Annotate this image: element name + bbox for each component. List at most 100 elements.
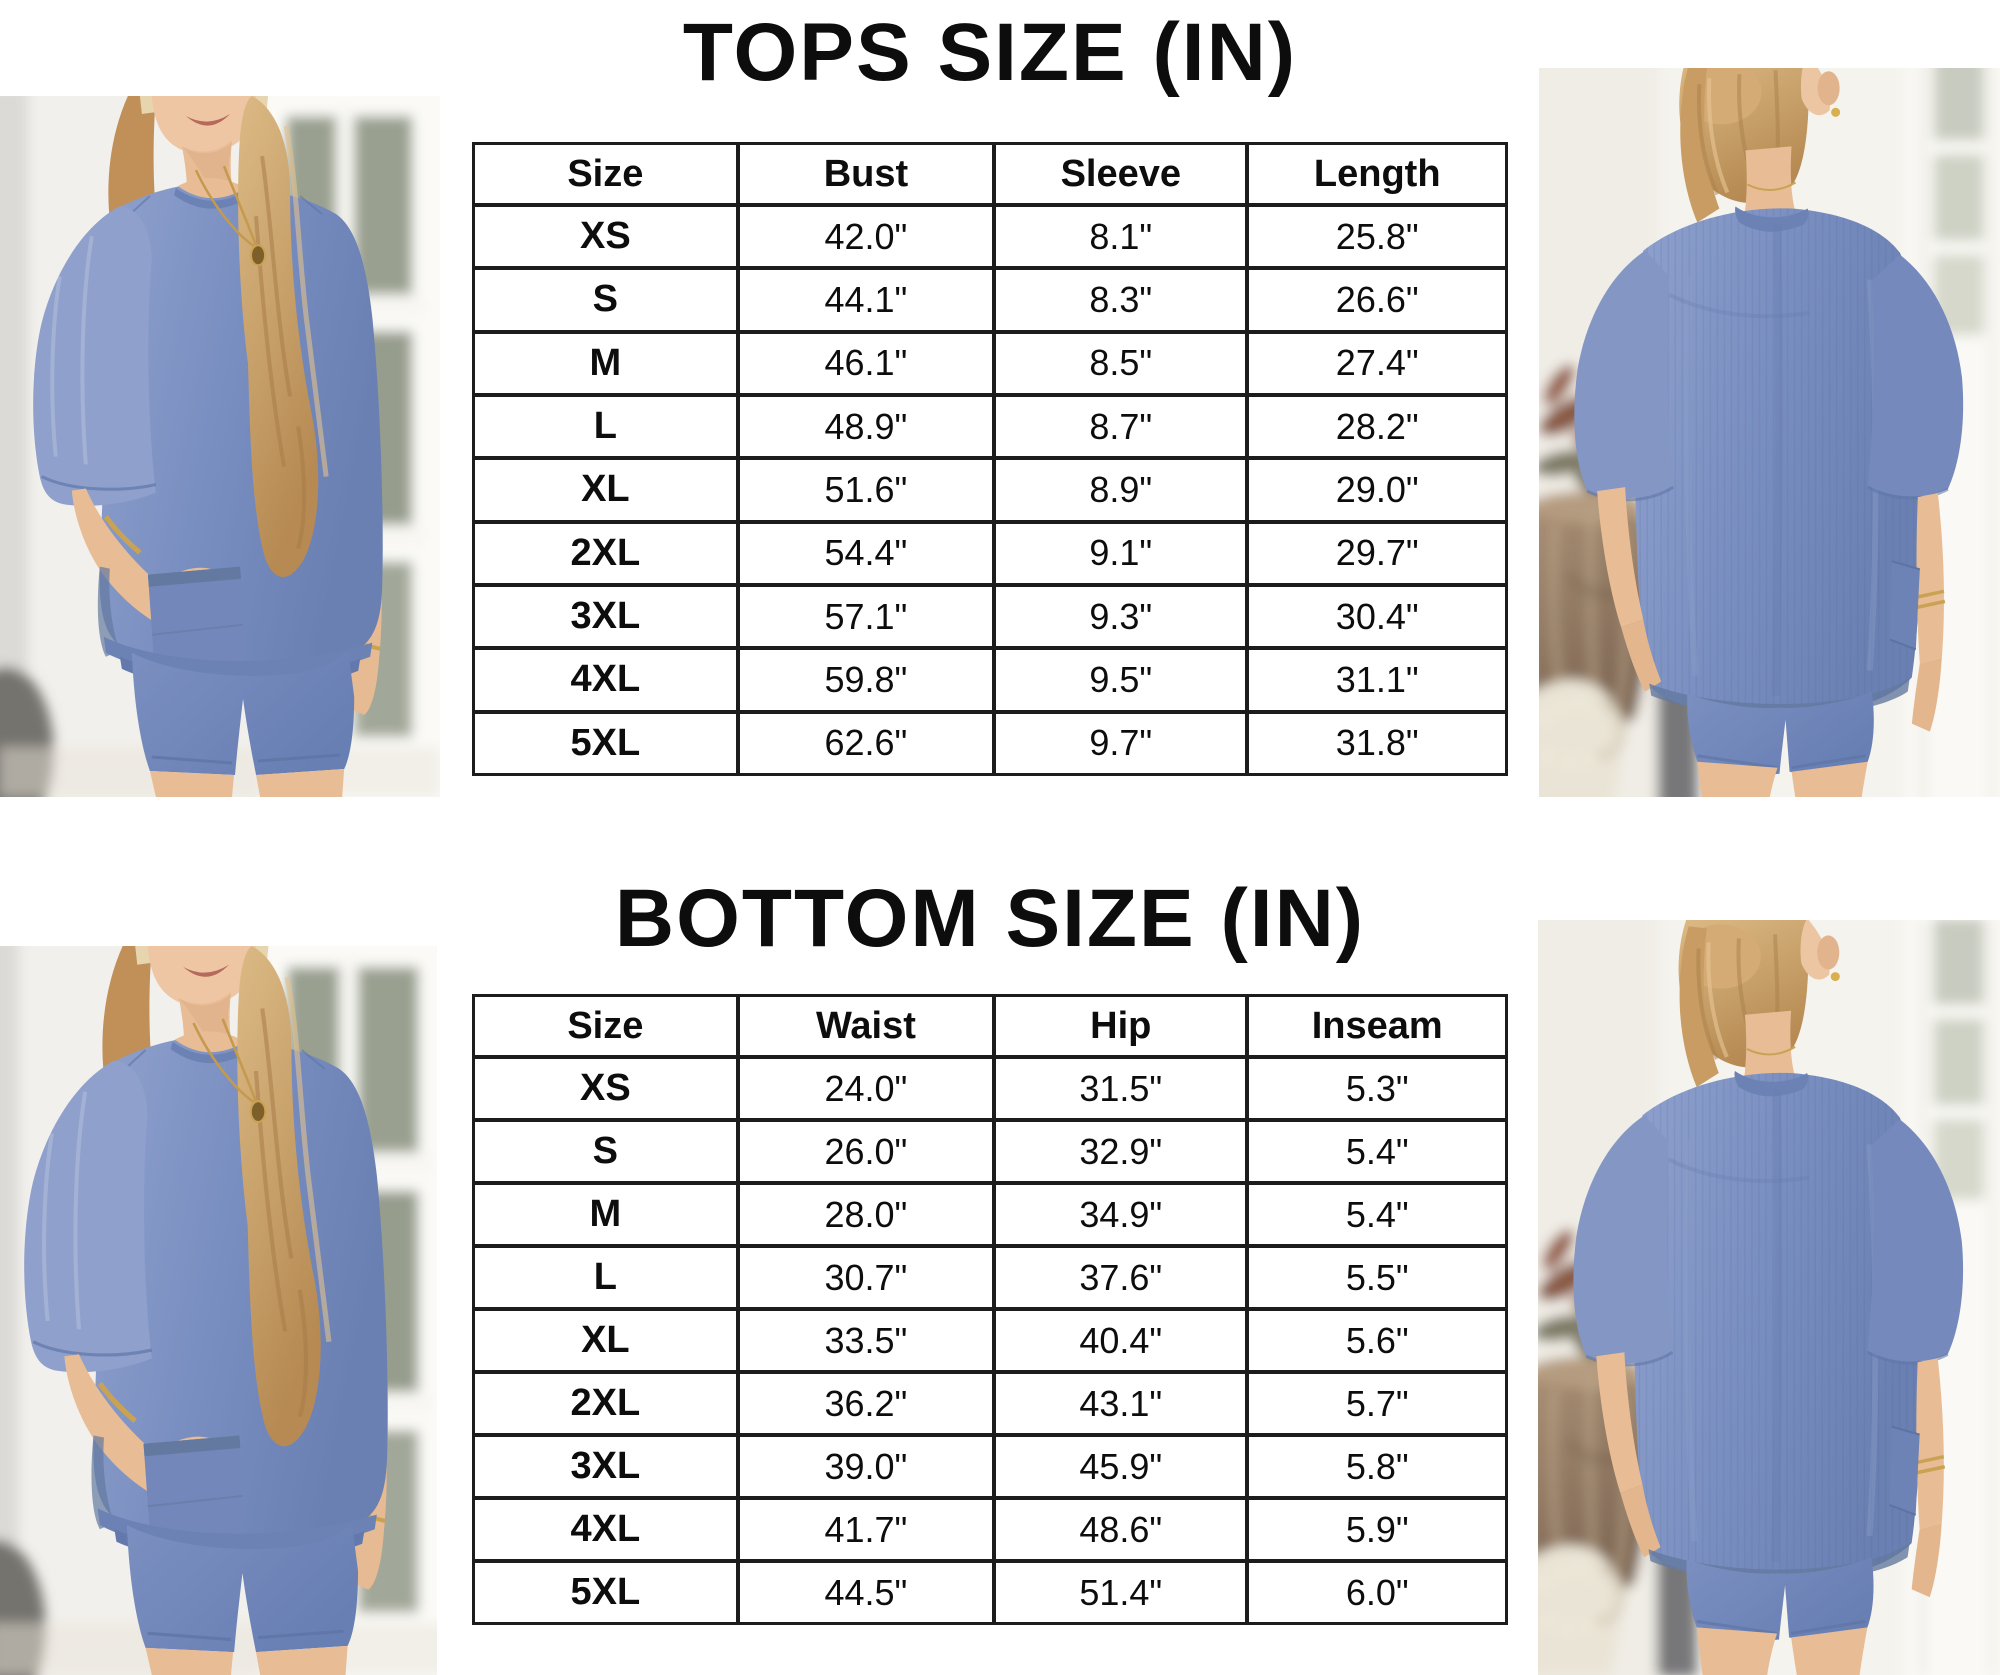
size-row: M 28.0" 34.9" 5.4" <box>473 1183 1507 1246</box>
measurement-cell: 26.0" <box>737 1120 995 1183</box>
measurement-cell: 44.5" <box>737 1561 995 1624</box>
photo-model-front-view <box>0 96 440 797</box>
size-label-cell: 5XL <box>473 711 738 775</box>
size-row: XS 42.0" 8.1" 25.8" <box>473 205 1507 269</box>
measurement-cell: 5.3" <box>1247 1057 1507 1120</box>
model-back-illustration <box>1538 920 2000 1675</box>
model-front-illustration <box>0 96 440 797</box>
measurement-cell: 40.4" <box>994 1309 1248 1372</box>
column-header: Bust <box>737 143 995 205</box>
size-label-cell: S <box>473 268 738 332</box>
size-label-cell: XS <box>473 205 738 269</box>
measurement-cell: 30.4" <box>1247 584 1507 649</box>
column-header: Inseam <box>1247 995 1507 1057</box>
size-label-cell: L <box>473 1246 738 1309</box>
measurement-cell: 27.4" <box>1247 331 1507 395</box>
measurement-cell: 6.0" <box>1247 1561 1507 1624</box>
size-row: XL 33.5" 40.4" 5.6" <box>473 1309 1507 1372</box>
measurement-cell: 9.7" <box>994 711 1248 775</box>
size-row: 2XL 36.2" 43.1" 5.7" <box>473 1372 1507 1435</box>
size-label-cell: S <box>473 1120 738 1183</box>
size-row: 4XL 59.8" 9.5" 31.1" <box>473 648 1507 712</box>
size-label-cell: 3XL <box>473 1435 738 1498</box>
column-header: Length <box>1247 143 1507 205</box>
tops-header-row: Size Bust Sleeve Length <box>473 143 1507 205</box>
size-label-cell: 4XL <box>473 648 738 712</box>
measurement-cell: 9.5" <box>994 648 1248 712</box>
size-row: S 26.0" 32.9" 5.4" <box>473 1120 1507 1183</box>
size-row: XS 24.0" 31.5" 5.3" <box>473 1057 1507 1120</box>
measurement-cell: 31.1" <box>1247 648 1507 712</box>
size-label-cell: XL <box>473 458 738 522</box>
bottoms-size-table: Size Waist Hip Inseam XS 24.0" 31.5" 5.3" S 26.0… <box>472 994 1508 1625</box>
measurement-cell: 5.5" <box>1247 1246 1507 1309</box>
size-label-cell: M <box>473 331 738 395</box>
measurement-cell: 46.1" <box>737 331 995 395</box>
measurement-cell: 42.0" <box>737 205 995 269</box>
size-row: 3XL 39.0" 45.9" 5.8" <box>473 1435 1507 1498</box>
measurement-cell: 26.6" <box>1247 268 1507 332</box>
measurement-cell: 24.0" <box>737 1057 995 1120</box>
measurement-cell: 48.6" <box>994 1498 1248 1561</box>
size-row: L 48.9" 8.7" 28.2" <box>473 394 1507 459</box>
measurement-cell: 41.7" <box>737 1498 995 1561</box>
column-header: Waist <box>737 995 995 1057</box>
size-label-cell: 3XL <box>473 584 738 649</box>
measurement-cell: 32.9" <box>994 1120 1248 1183</box>
measurement-cell: 5.8" <box>1247 1435 1507 1498</box>
measurement-cell: 8.7" <box>994 394 1248 459</box>
photo-model-front-view <box>0 946 437 1675</box>
measurement-cell: 43.1" <box>994 1372 1248 1435</box>
measurement-cell: 54.4" <box>737 521 995 585</box>
measurement-cell: 28.0" <box>737 1183 995 1246</box>
model-front-illustration <box>0 946 437 1675</box>
column-header: Sleeve <box>994 143 1248 205</box>
measurement-cell: 45.9" <box>994 1435 1248 1498</box>
size-label-cell: 5XL <box>473 1561 738 1624</box>
size-label-cell: L <box>473 394 738 459</box>
measurement-cell: 8.3" <box>994 268 1248 332</box>
bottoms-section-title: BOTTOM SIZE (IN) <box>614 873 1366 964</box>
measurement-cell: 5.7" <box>1247 1372 1507 1435</box>
size-row: 2XL 54.4" 9.1" 29.7" <box>473 521 1507 585</box>
measurement-cell: 37.6" <box>994 1246 1248 1309</box>
measurement-cell: 8.1" <box>994 205 1248 269</box>
measurement-cell: 9.3" <box>994 584 1248 649</box>
measurement-cell: 5.4" <box>1247 1183 1507 1246</box>
measurement-cell: 51.6" <box>737 458 995 522</box>
measurement-cell: 9.1" <box>994 521 1248 585</box>
size-label-cell: 2XL <box>473 521 738 585</box>
size-label-cell: XL <box>473 1309 738 1372</box>
size-row: L 30.7" 37.6" 5.5" <box>473 1246 1507 1309</box>
model-back-illustration <box>1539 68 2000 797</box>
measurement-cell: 59.8" <box>737 648 995 712</box>
measurement-cell: 5.4" <box>1247 1120 1507 1183</box>
measurement-cell: 34.9" <box>994 1183 1248 1246</box>
measurement-cell: 5.6" <box>1247 1309 1507 1372</box>
size-row: XL 51.6" 8.9" 29.0" <box>473 458 1507 522</box>
size-row: S 44.1" 8.3" 26.6" <box>473 268 1507 332</box>
tops-section-title: TOPS SIZE (IN) <box>682 7 1298 98</box>
measurement-cell: 28.2" <box>1247 394 1507 459</box>
measurement-cell: 62.6" <box>737 711 995 775</box>
size-row: 3XL 57.1" 9.3" 30.4" <box>473 584 1507 649</box>
measurement-cell: 33.5" <box>737 1309 995 1372</box>
column-header: Size <box>473 143 738 205</box>
measurement-cell: 36.2" <box>737 1372 995 1435</box>
measurement-cell: 8.5" <box>994 331 1248 395</box>
measurement-cell: 31.8" <box>1247 711 1507 775</box>
size-row: 5XL 62.6" 9.7" 31.8" <box>473 711 1507 775</box>
size-label-cell: XS <box>473 1057 738 1120</box>
size-label-cell: M <box>473 1183 738 1246</box>
size-row: 4XL 41.7" 48.6" 5.9" <box>473 1498 1507 1561</box>
measurement-cell: 25.8" <box>1247 205 1507 269</box>
measurement-cell: 29.7" <box>1247 521 1507 585</box>
size-label-cell: 4XL <box>473 1498 738 1561</box>
tops-size-table: Size Bust Sleeve Length XS 42.0" 8.1" 25.8" S 44… <box>472 142 1508 776</box>
column-header: Hip <box>994 995 1248 1057</box>
photo-model-back-view <box>1539 68 2000 797</box>
measurement-cell: 51.4" <box>994 1561 1248 1624</box>
size-row: 5XL 44.5" 51.4" 6.0" <box>473 1561 1507 1624</box>
measurement-cell: 57.1" <box>737 584 995 649</box>
